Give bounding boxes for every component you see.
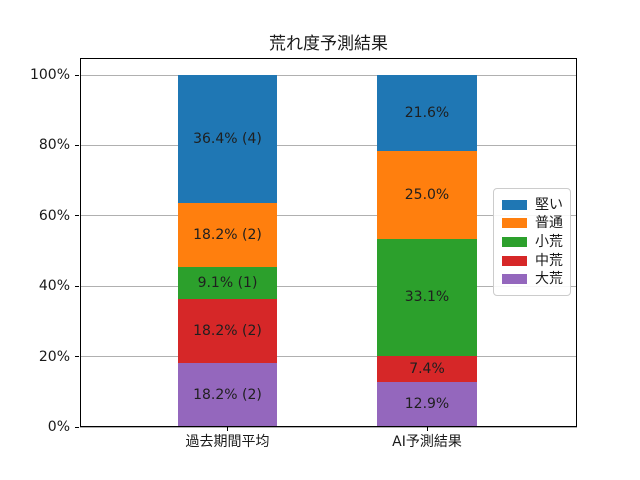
bar-segment-堅い: 21.6% bbox=[377, 75, 477, 152]
gridline bbox=[80, 74, 577, 76]
bar-segment-小荒: 33.1% bbox=[377, 239, 477, 356]
bar-segment-大荒: 18.2% (2) bbox=[178, 362, 277, 427]
legend-entry-中荒: 中荒 bbox=[502, 252, 563, 269]
legend-label: 小荒 bbox=[535, 233, 563, 250]
y-tick-label: 80% bbox=[38, 137, 70, 154]
bar-segment-label: 18.2% (2) bbox=[193, 322, 262, 339]
legend-swatch-icon bbox=[502, 218, 527, 229]
bar-segment-普通: 25.0% bbox=[377, 151, 477, 240]
bar-segment-普通: 18.2% (2) bbox=[178, 202, 277, 267]
legend: 堅い普通 小荒中荒大荒 bbox=[493, 188, 571, 296]
y-tick-label: 0% bbox=[47, 419, 70, 435]
x-tick-label: AI予測結果 bbox=[392, 434, 462, 450]
plot-area: 18.2% (2) 18.2% (2) 9.1% (1) 18.2% (2) 36.4%… bbox=[30, 58, 577, 449]
gridline bbox=[80, 356, 577, 358]
legend-label: 堅い bbox=[535, 196, 563, 213]
gridline bbox=[80, 215, 577, 217]
bar-segment-label: 9.1% (1) bbox=[197, 274, 258, 291]
y-tick-label: 20% bbox=[38, 348, 70, 365]
x-tick-label: 過去期間平均 bbox=[185, 434, 270, 450]
y-tick-label: 60% bbox=[38, 207, 70, 224]
gridline bbox=[80, 285, 577, 287]
bar-segment-label: 36.4% (4) bbox=[193, 130, 262, 147]
legend-label: 中荒 bbox=[535, 252, 563, 269]
legend-swatch-icon bbox=[502, 199, 527, 210]
legend-entry-普通: 普通 bbox=[502, 215, 563, 232]
legend-swatch-icon bbox=[502, 255, 527, 266]
y-tick-mark bbox=[75, 144, 79, 146]
bar-segment-小荒: 9.1% (1) bbox=[178, 266, 277, 299]
legend-entry-大荒: 大荒 bbox=[502, 271, 563, 288]
bar-segment-label: 7.4% bbox=[409, 360, 445, 377]
bar-segment-大荒: 12.9% bbox=[377, 381, 477, 427]
bar-segment-label: 25.0% bbox=[404, 187, 450, 204]
y-tick-mark bbox=[75, 356, 79, 358]
bar-segment-label: 18.2% (2) bbox=[193, 226, 262, 243]
bar-segment-label: 33.1% bbox=[404, 289, 450, 306]
y-tick-mark bbox=[75, 426, 79, 428]
legend-entry-小荒: 小荒 bbox=[502, 233, 563, 250]
bar-segment-label: 12.9% bbox=[404, 396, 450, 413]
y-tick-mark bbox=[75, 215, 79, 217]
bar-segment-中荒: 7.4% bbox=[377, 355, 477, 382]
bar-segment-堅い: 36.4% (4) bbox=[178, 74, 277, 203]
y-tick-label: 40% bbox=[38, 278, 70, 295]
chart-title: 荒れ度予測結果 bbox=[269, 34, 388, 54]
y-tick-label: 100% bbox=[29, 67, 70, 83]
legend-swatch-icon bbox=[502, 236, 527, 247]
legend-label: 普通 bbox=[535, 215, 563, 232]
y-tick-mark bbox=[75, 285, 79, 287]
legend-entry-堅い: 堅い bbox=[502, 196, 563, 213]
bar-segment-label: 18.2% (2) bbox=[193, 386, 262, 403]
bar-segment-中荒: 18.2% (2) bbox=[178, 298, 277, 363]
gridline bbox=[80, 144, 577, 146]
legend-label: 大荒 bbox=[535, 271, 563, 288]
gridline bbox=[80, 426, 577, 428]
legend-swatch-icon bbox=[502, 274, 527, 285]
x-tick-mark bbox=[227, 427, 228, 431]
bar-segment-label: 21.6% bbox=[404, 105, 450, 122]
y-tick-mark bbox=[75, 74, 79, 76]
x-tick-mark bbox=[426, 427, 428, 431]
